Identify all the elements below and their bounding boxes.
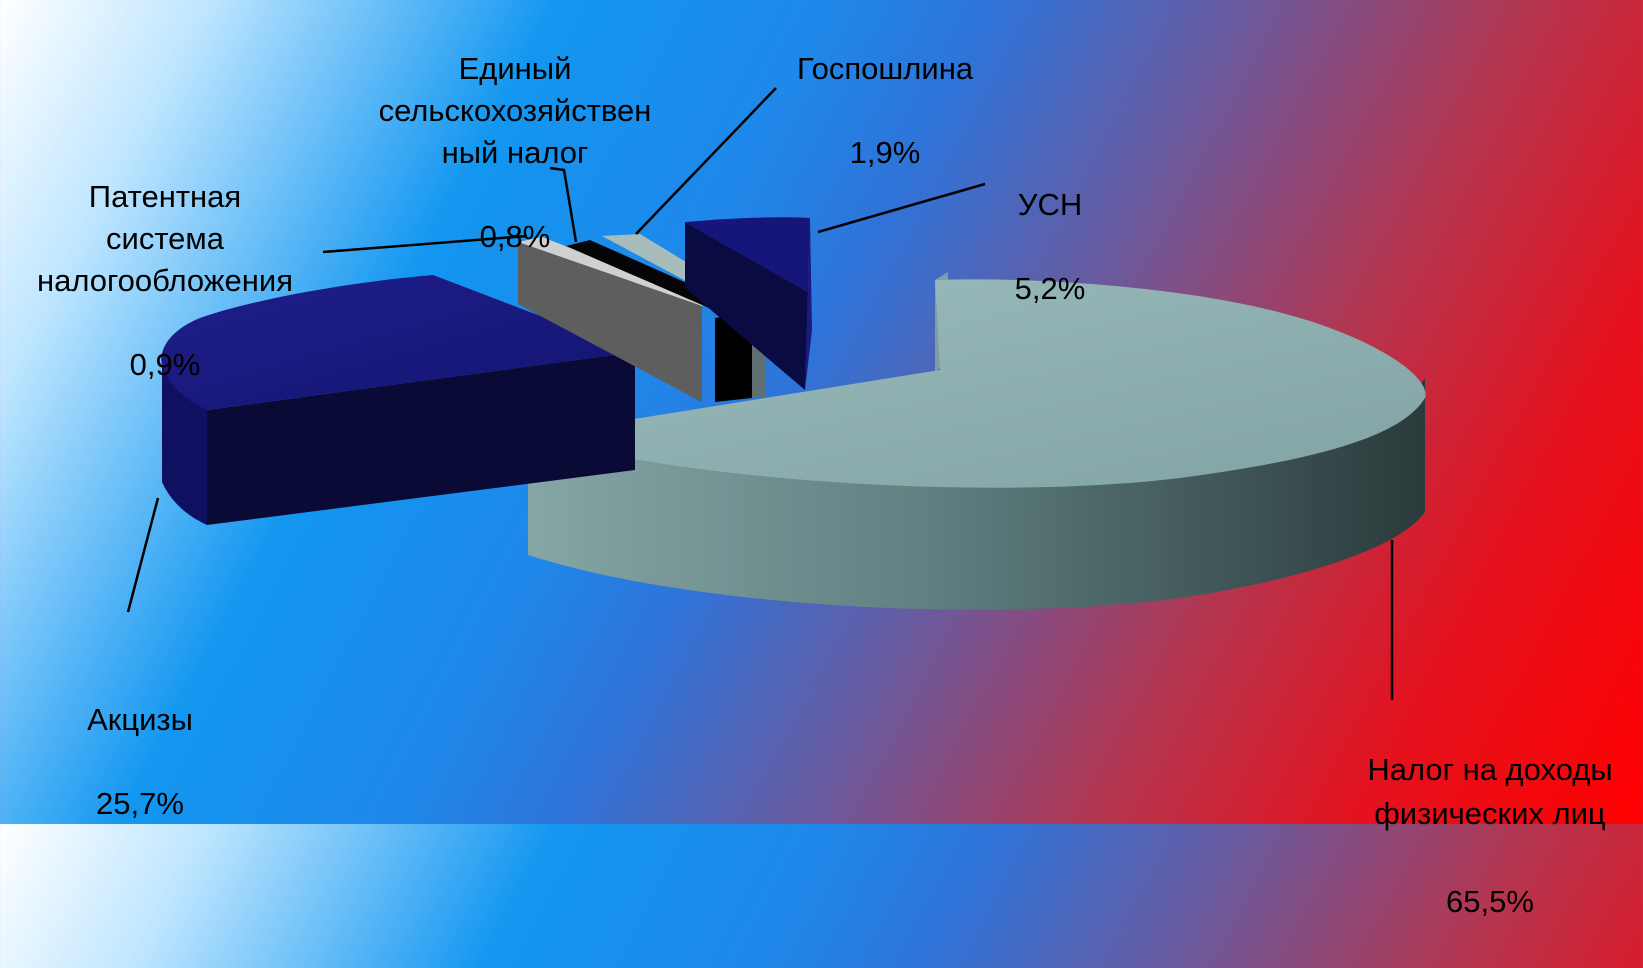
slice-patent-face bbox=[518, 242, 702, 402]
slice-usn-cut bbox=[805, 218, 812, 390]
slice-usn-top bbox=[685, 217, 810, 292]
slice-ndfl-top bbox=[528, 279, 1426, 488]
leader-lines bbox=[126, 87, 1394, 700]
leader-gosposhlina bbox=[635, 87, 777, 235]
slice-akcizy-side-outer bbox=[162, 365, 207, 525]
slice-usn-side bbox=[685, 222, 808, 390]
label-patent-value: 0,9% bbox=[129, 347, 201, 382]
leader-patent bbox=[322, 234, 528, 254]
slice-ndfl bbox=[528, 272, 1426, 610]
label-gosposhlina: Госпошлина 1,9% bbox=[770, 6, 1000, 216]
label-ndfl: Налог на доходы физических лиц 65,5% bbox=[1335, 704, 1643, 968]
label-ndfl-name: Налог на доходы физических лиц bbox=[1367, 752, 1613, 831]
label-usn-name: УСН bbox=[1017, 187, 1083, 222]
label-usn-value: 5,2% bbox=[1014, 271, 1086, 306]
slice-ndfl-side bbox=[528, 378, 1425, 610]
label-patent-name: Патентная система налогообложения bbox=[36, 179, 294, 298]
label-ndfl-value: 65,5% bbox=[1446, 884, 1534, 919]
label-akcizy-name: Акцизы bbox=[87, 702, 193, 737]
slice-patent-top bbox=[518, 237, 710, 306]
label-gosposhlina-value: 1,9% bbox=[849, 135, 921, 170]
label-akcizy-value: 25,7% bbox=[96, 786, 184, 821]
slice-akcizy bbox=[161, 275, 636, 525]
label-eshn-name: Единый сельскохозяйствен ный налог bbox=[378, 51, 652, 170]
label-gosposhlina-name: Госпошлина bbox=[796, 51, 974, 86]
pie-chart bbox=[126, 87, 1426, 700]
slice-usn bbox=[685, 217, 812, 390]
label-akcizy: Акцизы 25,7% bbox=[40, 657, 240, 867]
slice-akcizy-top bbox=[161, 275, 636, 410]
leader-akcizy bbox=[126, 497, 160, 613]
leader-eshn bbox=[549, 166, 578, 243]
slice-patent bbox=[518, 237, 710, 402]
label-patent: Патентная система налогообложения 0,9% bbox=[0, 134, 330, 428]
label-eshn: Единый сельскохозяйствен ный налог 0,8% bbox=[345, 6, 685, 300]
leader-usn bbox=[817, 182, 986, 234]
label-usn: УСН 5,2% bbox=[990, 142, 1110, 352]
slice-akcizy-side-cut bbox=[207, 352, 635, 525]
label-eshn-value: 0,8% bbox=[479, 219, 551, 254]
